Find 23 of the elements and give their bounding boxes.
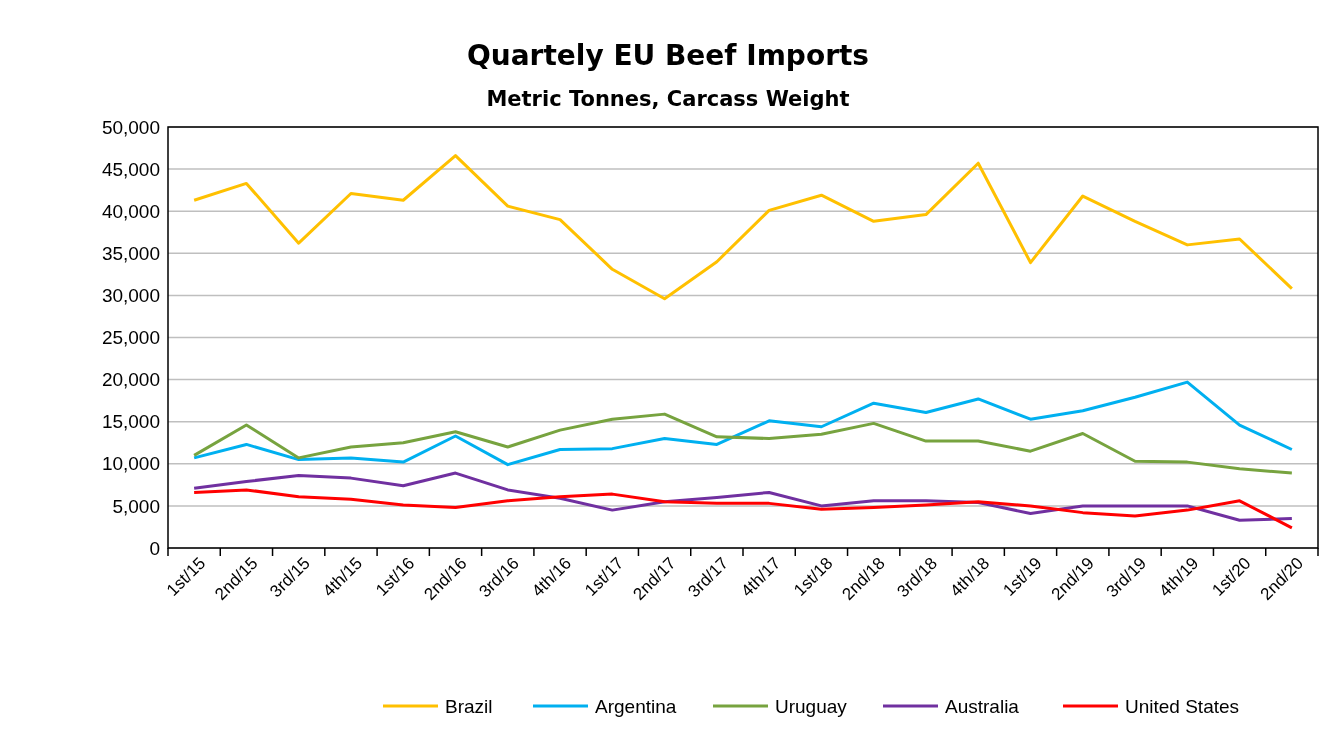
y-tick-label: 10,000	[101, 453, 160, 475]
line-series	[192, 412, 1294, 475]
y-tick-label: 25,000	[101, 327, 160, 349]
y-tick-label: 0	[149, 537, 160, 559]
line-series	[192, 488, 1294, 530]
chart-subtitle: Metric Tonnes, Carcass Weight	[486, 87, 850, 111]
y-tick-label: 20,000	[101, 369, 160, 391]
legend-label: Australia	[945, 695, 1020, 717]
legend-label: Brazil	[445, 695, 493, 717]
y-tick-label: 45,000	[101, 158, 160, 180]
legend-label: United States	[1125, 695, 1240, 717]
y-tick-label: 15,000	[101, 411, 160, 433]
legend-label: Uruguay	[775, 695, 848, 717]
y-tick-label: 50,000	[101, 116, 160, 138]
y-tick-label: 30,000	[101, 285, 160, 307]
y-tick-label: 35,000	[101, 242, 160, 264]
y-tick-label: 5,000	[112, 495, 160, 517]
chart-title: Quartely EU Beef Imports	[466, 39, 870, 72]
line-series	[192, 380, 1294, 467]
legend-label: Argentina	[595, 695, 677, 717]
line-series	[192, 154, 1294, 301]
y-tick-label: 40,000	[101, 200, 160, 222]
line-series	[192, 471, 1294, 522]
